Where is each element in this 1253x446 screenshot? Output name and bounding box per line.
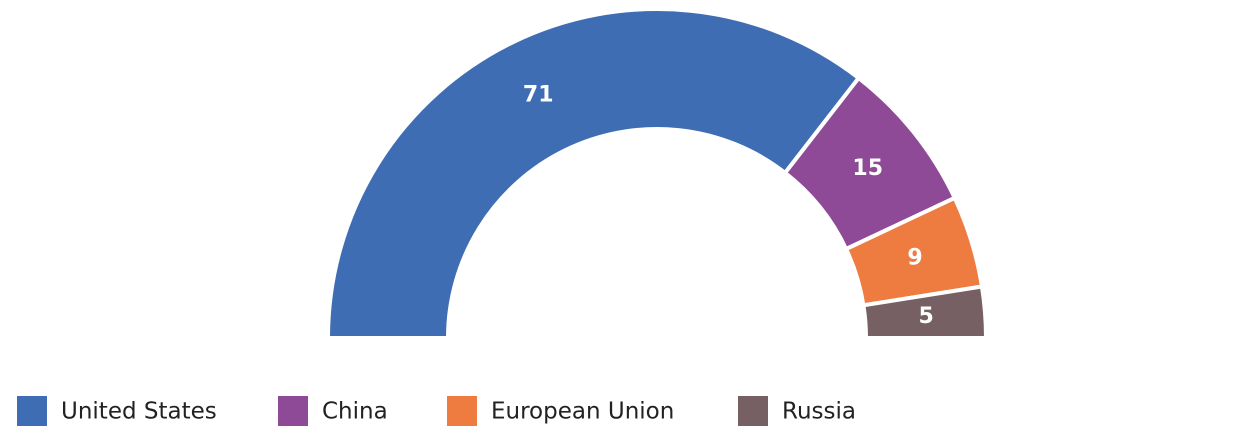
legend-swatch bbox=[738, 396, 768, 426]
value-label: 71 bbox=[523, 83, 554, 108]
legend-label: Russia bbox=[782, 399, 856, 425]
legend-swatch bbox=[447, 396, 477, 426]
legend-swatch bbox=[17, 396, 47, 426]
legend-swatch bbox=[278, 396, 308, 426]
value-label: 9 bbox=[907, 246, 922, 271]
baseline-cover bbox=[0, 339, 1253, 343]
slice bbox=[325, 7, 862, 340]
legend-label: China bbox=[322, 399, 388, 425]
value-label: 15 bbox=[852, 156, 883, 181]
value-label: 5 bbox=[919, 304, 934, 329]
slice bbox=[861, 284, 989, 340]
legend-label: European Union bbox=[491, 399, 674, 425]
legend-label: United States bbox=[61, 399, 217, 425]
